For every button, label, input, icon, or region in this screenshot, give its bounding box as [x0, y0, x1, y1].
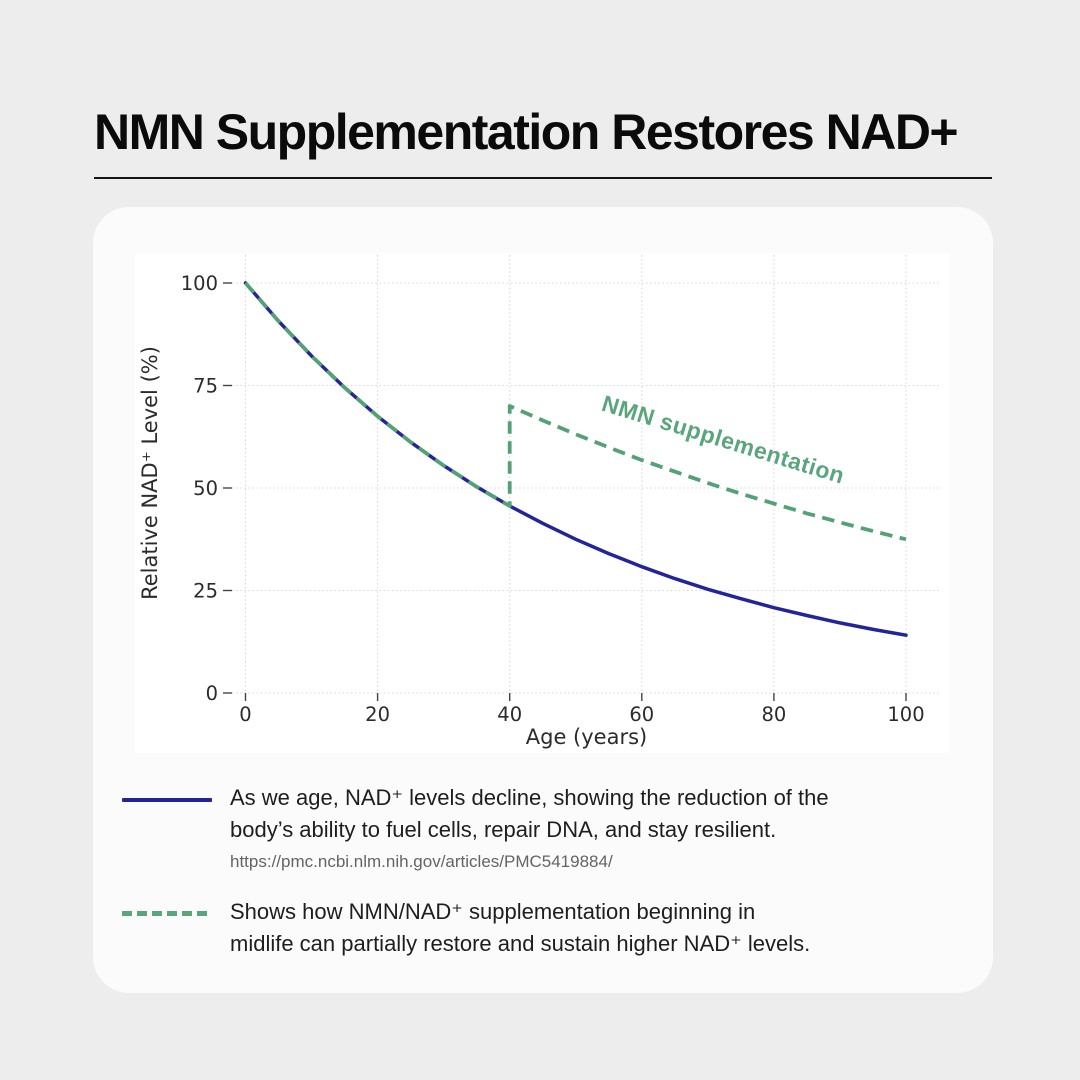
svg-text:100: 100 [181, 272, 218, 295]
svg-text:60: 60 [629, 703, 654, 726]
solid-line-swatch [122, 782, 212, 874]
natural-decline-line [243, 281, 908, 637]
nmn-annotation-text: NMN supplementation [599, 390, 848, 489]
green-dashed-line-icon [122, 911, 212, 916]
source-link: https://pmc.ncbi.nlm.nih.gov/articles/PM… [230, 852, 613, 871]
svg-text:80: 80 [761, 703, 786, 726]
legend-line: Shows how NMN/NAD⁺ supplementation begin… [230, 899, 756, 924]
tick-labels: 0 20 40 60 80 100 0 25 50 75 100 [181, 272, 925, 726]
svg-text:75: 75 [193, 375, 218, 398]
svg-text:50: 50 [193, 477, 218, 500]
legend-text-natural-decline: As we age, NAD⁺ levels decline, showing … [230, 782, 829, 874]
chart-legend: As we age, NAD⁺ levels decline, showing … [122, 782, 970, 960]
legend-line: As we age, NAD⁺ levels decline, showing … [230, 785, 829, 810]
x-axis-label: Age (years) [526, 725, 647, 749]
page-title: NMN Supplementation Restores NAD+ [94, 104, 959, 160]
svg-text:100: 100 [887, 703, 924, 726]
svg-text:40: 40 [497, 703, 522, 726]
legend-row-supplementation: Shows how NMN/NAD⁺ supplementation begin… [122, 896, 970, 960]
nad-decline-chart: 0 20 40 60 80 100 0 25 50 75 100 Age (years) Relat… [138, 255, 941, 749]
svg-text:0: 0 [239, 703, 251, 726]
dashed-line-swatch [122, 896, 212, 960]
svg-text:0: 0 [206, 682, 218, 705]
navy-line-icon [122, 798, 212, 802]
legend-row-natural-decline: As we age, NAD⁺ levels decline, showing … [122, 782, 970, 874]
axis-ticks [223, 282, 907, 701]
nmn-supplementation-line [244, 281, 907, 542]
legend-line: body’s ability to fuel cells, repair DNA… [230, 817, 777, 842]
legend-line: midlife can partially restore and sustai… [230, 931, 811, 956]
title-underline [94, 177, 992, 179]
chart-figure: 0 20 40 60 80 100 0 25 50 75 100 Age (years) Relat… [135, 253, 950, 753]
chart-card: 0 20 40 60 80 100 0 25 50 75 100 Age (years) Relat… [93, 207, 993, 993]
legend-text-supplementation: Shows how NMN/NAD⁺ supplementation begin… [230, 896, 810, 960]
svg-text:20: 20 [365, 703, 390, 726]
grid-lines [232, 255, 941, 694]
svg-text:25: 25 [193, 580, 218, 603]
y-axis-label: Relative NAD⁺ Level (%) [138, 346, 162, 600]
